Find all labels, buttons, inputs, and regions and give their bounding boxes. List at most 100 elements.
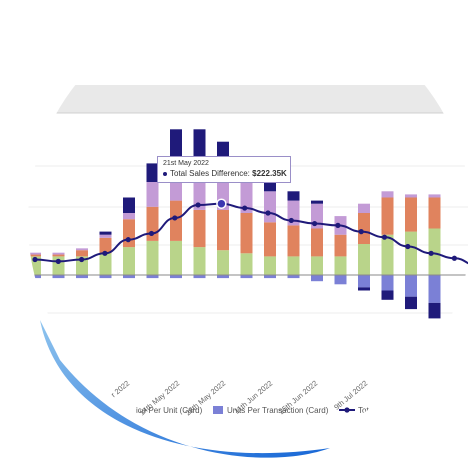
bar-segment-3-12[interactable]: [311, 275, 323, 282]
bar-segment-1-7[interactable]: [193, 209, 206, 248]
bar-segment-3-3[interactable]: [99, 275, 112, 279]
line-point-0[interactable]: [32, 256, 38, 263]
bar-segment-2-3[interactable]: [99, 234, 112, 238]
line-point-16[interactable]: [405, 243, 411, 250]
bar-segment-4-4[interactable]: [123, 197, 135, 214]
line-point-5[interactable]: [148, 230, 155, 237]
bar-segment-1-14[interactable]: [358, 213, 370, 244]
bar-segment-3-10[interactable]: [264, 275, 276, 279]
bar-segment-0-14[interactable]: [358, 244, 370, 275]
line-point-17[interactable]: [428, 250, 434, 256]
bar-segment-0-15[interactable]: [381, 234, 394, 275]
bar-segment-3-8[interactable]: [217, 275, 229, 279]
bar-segment-2-17[interactable]: [428, 194, 441, 198]
bar-segment-4-15[interactable]: [381, 290, 394, 300]
bar-segment-2-14[interactable]: [358, 203, 370, 213]
bar-segment-3-6[interactable]: [170, 275, 182, 279]
bar-segment-1-2[interactable]: [76, 250, 88, 257]
bar-segment-3-14[interactable]: [358, 275, 370, 288]
bar-segment-1-4[interactable]: [123, 219, 135, 248]
line-point-18[interactable]: [451, 255, 457, 261]
bar-segment-4-7[interactable]: [193, 129, 206, 161]
bar-segment-4-3[interactable]: [99, 231, 112, 235]
line-point-4[interactable]: [125, 237, 131, 243]
bar-segment-3-4[interactable]: [123, 275, 135, 279]
bar-segment-2-15[interactable]: [381, 191, 394, 198]
bar-segment-4-10[interactable]: [264, 182, 276, 192]
bar-segment-3-13[interactable]: [334, 275, 347, 285]
bar-segment-3-0[interactable]: [29, 275, 41, 279]
bar-segment-1-0[interactable]: [29, 254, 41, 257]
bar-segment-1-12[interactable]: [311, 228, 323, 257]
line-point-1[interactable]: [55, 258, 61, 264]
bar-segment-2-4[interactable]: [123, 213, 135, 220]
bar-segment-0-4[interactable]: [123, 247, 135, 275]
line-point-2[interactable]: [79, 256, 85, 263]
bar-segment-0-2[interactable]: [76, 256, 88, 275]
bar-segment-0-9[interactable]: [240, 253, 253, 275]
bar-segment-1-15[interactable]: [381, 197, 394, 235]
bar-segment-0-8[interactable]: [217, 250, 229, 275]
bar-segment-4-6[interactable]: [170, 129, 182, 158]
bar-segment-1-6[interactable]: [170, 200, 182, 241]
line-point-15[interactable]: [381, 234, 388, 240]
bar-segment-4-5[interactable]: [146, 163, 159, 182]
line-point-8[interactable]: [216, 198, 227, 209]
bar-segment-0-7[interactable]: [193, 247, 206, 275]
bar-segment-0-6[interactable]: [170, 240, 182, 275]
bar-segment-0-16[interactable]: [405, 231, 417, 275]
bar-segment-1-1[interactable]: [52, 254, 65, 257]
header-bar: [28, 85, 468, 113]
bar-segment-3-17[interactable]: [428, 275, 441, 303]
bar-segment-2-0[interactable]: [29, 252, 41, 255]
line-point-7[interactable]: [195, 202, 201, 208]
bar-segment-1-17[interactable]: [428, 197, 441, 229]
bar-segment-3-9[interactable]: [240, 275, 253, 279]
bar-segment-3-15[interactable]: [381, 275, 394, 291]
bar-segment-4-14[interactable]: [358, 287, 370, 291]
line-point-11[interactable]: [288, 217, 294, 224]
bar-segment-0-10[interactable]: [264, 256, 276, 275]
bar-segment-2-5[interactable]: [146, 182, 159, 207]
bar-segment-2-16[interactable]: [405, 194, 417, 198]
bar-segment-3-5[interactable]: [146, 275, 159, 279]
bar-segment-2-10[interactable]: [264, 191, 276, 223]
bar-segment-3-1[interactable]: [52, 275, 65, 279]
bar-segment-2-9[interactable]: [240, 175, 253, 213]
bar-segment-0-5[interactable]: [146, 240, 159, 275]
bar-segment-2-2[interactable]: [76, 248, 88, 251]
bar-segment-0-11[interactable]: [287, 256, 300, 275]
tooltip-date: 21st May 2022: [163, 160, 209, 167]
line-point-9[interactable]: [242, 205, 248, 211]
bar-segment-4-11[interactable]: [287, 191, 300, 201]
bar-segment-3-16[interactable]: [405, 275, 417, 297]
tooltip-value: $222.35K: [252, 169, 287, 178]
line-point-13[interactable]: [335, 222, 341, 228]
bar-segment-1-11[interactable]: [287, 225, 300, 257]
bar-segment-4-17[interactable]: [428, 302, 441, 319]
bar-segment-0-13[interactable]: [334, 256, 347, 275]
line-point-10[interactable]: [265, 210, 271, 216]
line-point-12[interactable]: [312, 220, 318, 227]
bar-segment-4-16[interactable]: [405, 296, 417, 310]
tooltip-series-dot: [163, 171, 167, 176]
bar-segment-1-10[interactable]: [264, 222, 276, 257]
line-point-6[interactable]: [172, 215, 178, 221]
bar-segment-3-11[interactable]: [287, 275, 300, 279]
bar-segment-1-3[interactable]: [99, 237, 112, 254]
bar-segment-0-17[interactable]: [428, 228, 441, 276]
bar-segment-3-2[interactable]: [76, 275, 88, 279]
bar-segment-1-16[interactable]: [405, 197, 417, 232]
bar-segment-2-1[interactable]: [52, 252, 65, 255]
bar-segment-3-7[interactable]: [193, 275, 206, 279]
bar-segment-0-12[interactable]: [311, 256, 323, 275]
tooltip-value-line: Total Sales Difference: $222.35K: [163, 169, 287, 178]
bar-segment-4-12[interactable]: [311, 200, 323, 204]
bar-segment-1-9[interactable]: [240, 213, 253, 254]
bar-segment-1-8[interactable]: [217, 209, 229, 251]
bar-segment-1-13[interactable]: [334, 234, 347, 257]
bar-segment-0-3[interactable]: [99, 253, 112, 275]
line-point-3[interactable]: [102, 250, 108, 256]
line-point-14[interactable]: [358, 229, 364, 235]
